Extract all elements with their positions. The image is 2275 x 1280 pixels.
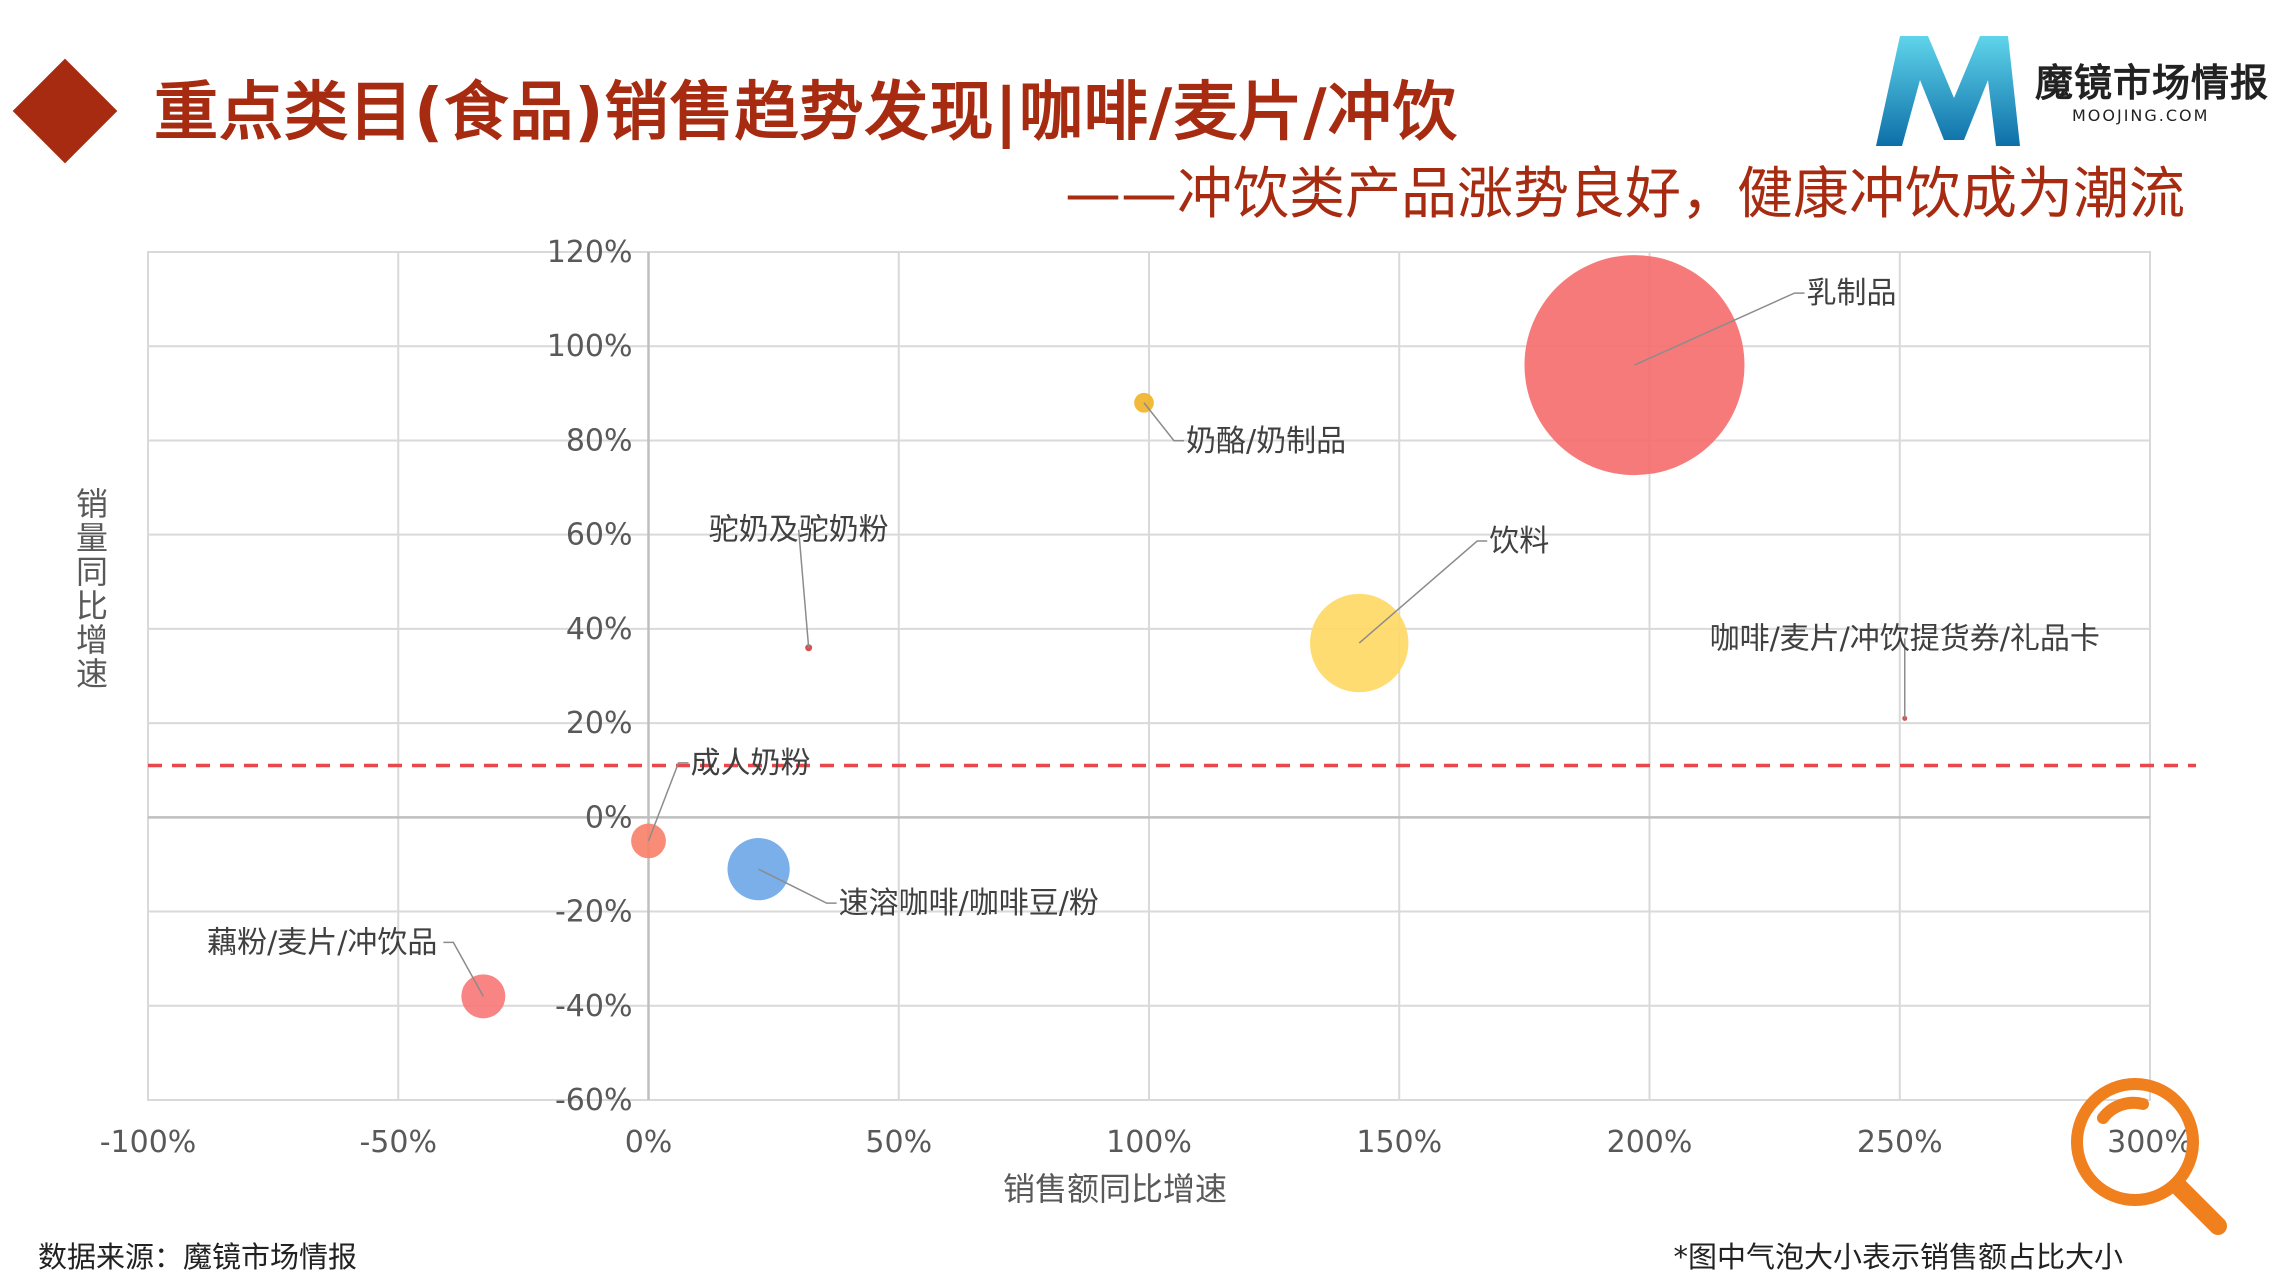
- leader-line: [1143, 402, 1184, 442]
- x-tick-label: 50%: [865, 1125, 932, 1160]
- y-tick-label: 20%: [566, 706, 633, 741]
- leader-line: [758, 868, 837, 904]
- y-tick-label: 60%: [566, 518, 633, 553]
- leader-line: [1634, 292, 1805, 366]
- x-tick-label: 100%: [1106, 1125, 1192, 1160]
- data-label: 速溶咖啡/咖啡豆/粉: [839, 886, 1099, 921]
- y-tick-label: -60%: [555, 1083, 633, 1118]
- y-tick-label: -20%: [555, 895, 633, 930]
- x-tick-label: 300%: [2107, 1125, 2193, 1160]
- x-tick-label: 0%: [625, 1125, 673, 1160]
- data-label: 饮料: [1489, 524, 1549, 559]
- y-tick-label: 100%: [547, 329, 633, 364]
- x-tick-label: 150%: [1356, 1125, 1442, 1160]
- bubble-size-note: *图中气泡大小表示销售额占比大小: [1673, 1240, 2123, 1274]
- tick-layer: -100% -50% 0% 50% 100% 150% 200% 250% 300% -60% -4…: [100, 235, 2193, 1160]
- y-axis-label: 销量同比增速: [76, 485, 108, 693]
- leader-line: [443, 941, 484, 997]
- x-tick-label: 200%: [1607, 1125, 1693, 1160]
- bubble-point: [1134, 392, 1154, 413]
- data-label: 咖啡/麦片/冲饮提货券/礼品卡: [1710, 621, 2100, 656]
- y-tick-label: 80%: [566, 423, 633, 458]
- x-tick-label: -100%: [100, 1125, 197, 1160]
- moojing-m-logo-icon: [1876, 36, 2020, 146]
- data-label: 成人奶粉: [691, 746, 811, 781]
- page-subtitle: ——冲饮类产品涨势良好，健康冲饮成为潮流: [1065, 162, 2185, 227]
- data-label: 乳制品: [1806, 276, 1896, 311]
- x-axis-label: 销售额同比增速: [1003, 1170, 1227, 1208]
- logo-name: 魔镜市场情报: [2035, 61, 2270, 105]
- x-tick-label: -50%: [359, 1125, 437, 1160]
- y-tick-label: 40%: [566, 612, 633, 647]
- data-label: 驼奶及驼奶粉: [709, 513, 889, 548]
- bubble-layer: [461, 255, 1908, 1019]
- leader-line: [797, 529, 810, 648]
- x-tick-label: 250%: [1857, 1125, 1943, 1160]
- leader-line: [647, 762, 689, 842]
- magnifier-icon: [2071, 1078, 2227, 1235]
- y-tick-label: 0%: [585, 800, 633, 835]
- data-label: 奶酪/奶制品: [1186, 424, 1346, 459]
- leader-line: [1358, 540, 1488, 644]
- data-source: 数据来源：魔镜市场情报: [38, 1240, 358, 1274]
- logo-site: MOOJING.COM: [2072, 106, 2210, 125]
- page-title: 重点类目(食品)销售趋势发现|咖啡/麦片/冲饮: [154, 76, 1458, 150]
- y-tick-label: 120%: [547, 235, 633, 270]
- chart-grid: [147, 251, 2151, 1101]
- data-label: 藕粉/麦片/冲饮品: [207, 925, 437, 960]
- y-tick-label: -40%: [555, 989, 633, 1024]
